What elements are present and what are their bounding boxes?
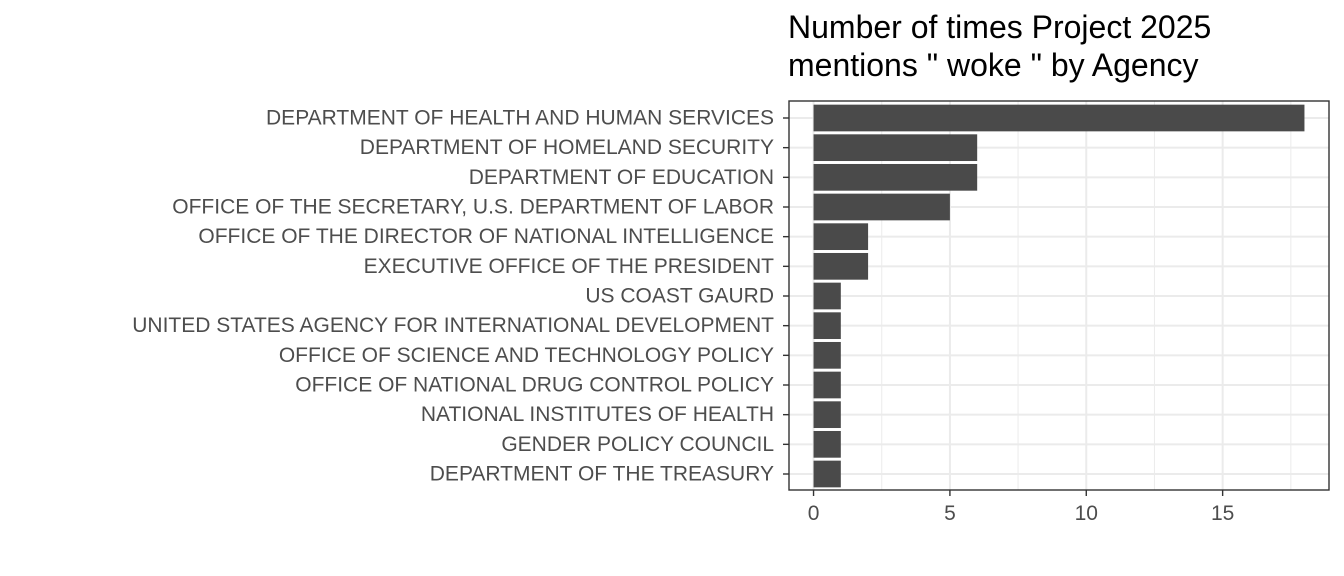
y-tick-label: US COAST GAURD (585, 285, 774, 308)
x-tick-label: 0 (808, 502, 820, 525)
y-tick-label: NATIONAL INSTITUTES OF HEALTH (421, 403, 774, 426)
bar (813, 134, 978, 162)
y-tick-label: OFFICE OF THE DIRECTOR OF NATIONAL INTEL… (198, 225, 774, 248)
bars (813, 104, 1305, 488)
y-tick-label: DEPARTMENT OF HOMELAND SECURITY (360, 136, 774, 159)
bar (813, 401, 841, 429)
y-axis: DEPARTMENT OF HEALTH AND HUMAN SERVICES D… (132, 107, 789, 486)
bar (813, 223, 869, 251)
chart-title: Number of times Project 2025 mentions " … (788, 8, 1211, 84)
bar (813, 460, 841, 488)
x-tick-label: 10 (1075, 502, 1098, 525)
bar (813, 252, 869, 280)
x-axis: 0 5 10 15 (808, 490, 1234, 525)
bar (813, 371, 841, 399)
y-tick-label: OFFICE OF NATIONAL DRUG CONTROL POLICY (295, 374, 774, 397)
bar (813, 163, 978, 191)
y-tick-label: DEPARTMENT OF EDUCATION (469, 166, 774, 189)
x-tick-label: 15 (1211, 502, 1234, 525)
y-tick-label: OFFICE OF SCIENCE AND TECHNOLOGY POLICY (279, 344, 774, 367)
y-tick-label: UNITED STATES AGENCY FOR INTERNATIONAL D… (132, 314, 774, 337)
y-tick-label: GENDER POLICY COUNCIL (501, 433, 774, 456)
x-tick-label: 5 (944, 502, 956, 525)
bar (813, 430, 841, 458)
bar (813, 193, 950, 221)
bar (813, 104, 1305, 132)
bar (813, 312, 841, 340)
y-tick-label: DEPARTMENT OF THE TREASURY (430, 463, 774, 486)
y-tick-label: DEPARTMENT OF HEALTH AND HUMAN SERVICES (266, 107, 774, 130)
y-tick-label: EXECUTIVE OFFICE OF THE PRESIDENT (364, 255, 775, 278)
chart-title-line-2: mentions " woke " by Agency (788, 47, 1199, 83)
chart-title-line-1: Number of times Project 2025 (788, 9, 1212, 45)
y-tick-label: OFFICE OF THE SECRETARY, U.S. DEPARTMENT… (172, 196, 774, 219)
bar (813, 341, 841, 369)
bar (813, 282, 841, 310)
